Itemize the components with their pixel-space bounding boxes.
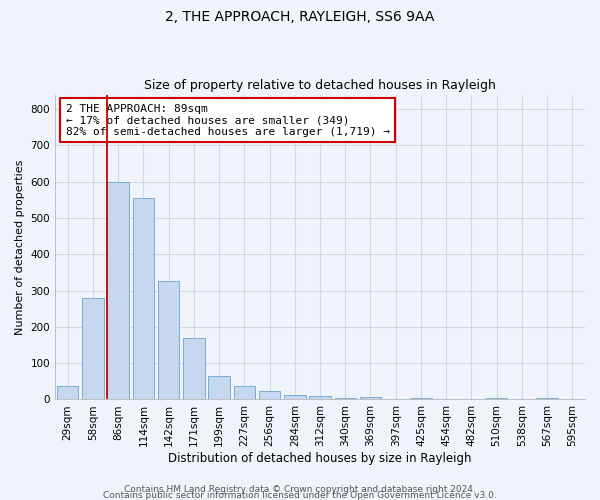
Bar <box>536 398 558 400</box>
Bar <box>284 395 305 400</box>
Text: Contains HM Land Registry data © Crown copyright and database right 2024.: Contains HM Land Registry data © Crown c… <box>124 484 476 494</box>
Bar <box>183 338 205 400</box>
Bar <box>309 396 331 400</box>
Bar <box>335 398 356 400</box>
X-axis label: Distribution of detached houses by size in Rayleigh: Distribution of detached houses by size … <box>168 452 472 465</box>
Bar <box>410 398 431 400</box>
Bar <box>82 298 104 400</box>
Bar <box>57 386 79 400</box>
Bar <box>107 182 129 400</box>
Text: 2, THE APPROACH, RAYLEIGH, SS6 9AA: 2, THE APPROACH, RAYLEIGH, SS6 9AA <box>166 10 434 24</box>
Y-axis label: Number of detached properties: Number of detached properties <box>15 160 25 334</box>
Bar <box>360 396 381 400</box>
Text: Contains public sector information licensed under the Open Government Licence v3: Contains public sector information licen… <box>103 490 497 500</box>
Bar <box>233 386 255 400</box>
Title: Size of property relative to detached houses in Rayleigh: Size of property relative to detached ho… <box>144 79 496 92</box>
Bar <box>486 398 508 400</box>
Bar <box>208 376 230 400</box>
Bar <box>259 392 280 400</box>
Bar <box>158 282 179 400</box>
Bar <box>133 198 154 400</box>
Text: 2 THE APPROACH: 89sqm
← 17% of detached houses are smaller (349)
82% of semi-det: 2 THE APPROACH: 89sqm ← 17% of detached … <box>65 104 389 137</box>
